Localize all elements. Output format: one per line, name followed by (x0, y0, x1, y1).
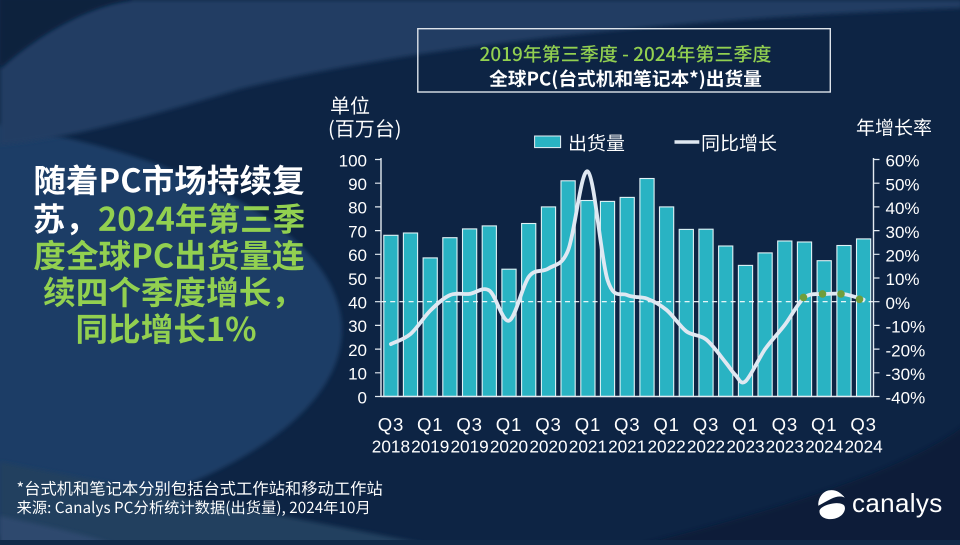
svg-text:2019: 2019 (450, 437, 488, 457)
svg-text:30: 30 (348, 317, 367, 336)
svg-text:20%: 20% (886, 247, 920, 266)
svg-text:canalys: canalys (852, 488, 943, 518)
svg-text:2018: 2018 (372, 437, 410, 457)
svg-text:2019: 2019 (411, 437, 449, 457)
svg-text:70: 70 (348, 222, 367, 241)
svg-text:2022: 2022 (687, 437, 725, 457)
svg-text:2024: 2024 (844, 437, 883, 457)
svg-text:2020: 2020 (529, 437, 567, 457)
svg-text:-10%: -10% (886, 318, 926, 337)
svg-text:Q1: Q1 (811, 414, 837, 435)
svg-text:Q3: Q3 (850, 414, 876, 435)
svg-text:-40%: -40% (886, 389, 926, 408)
svg-text:2021: 2021 (569, 437, 607, 457)
svg-text:40: 40 (348, 294, 367, 313)
svg-text:Q3: Q3 (614, 414, 640, 435)
svg-text:100: 100 (339, 151, 367, 170)
svg-text:30%: 30% (886, 223, 920, 242)
svg-text:-30%: -30% (886, 365, 926, 384)
svg-text:Q1: Q1 (496, 414, 522, 435)
svg-text:60%: 60% (886, 152, 920, 171)
svg-text:50%: 50% (886, 175, 920, 194)
svg-text:20: 20 (348, 341, 367, 360)
svg-text:Q3: Q3 (378, 414, 404, 435)
svg-text:Q3: Q3 (456, 414, 482, 435)
svg-text:2020: 2020 (490, 437, 528, 457)
svg-text:Q3: Q3 (693, 414, 719, 435)
svg-text:90: 90 (348, 175, 367, 194)
svg-text:0: 0 (358, 388, 367, 407)
svg-text:Q3: Q3 (535, 414, 561, 435)
svg-text:2023: 2023 (726, 437, 764, 457)
svg-text:50: 50 (348, 270, 367, 289)
svg-text:40%: 40% (886, 199, 920, 218)
svg-text:60: 60 (348, 246, 367, 265)
svg-text:10%: 10% (886, 270, 920, 289)
svg-text:2024: 2024 (805, 437, 844, 457)
svg-text:Q1: Q1 (653, 414, 679, 435)
svg-text:2022: 2022 (647, 437, 685, 457)
svg-text:Q1: Q1 (732, 414, 758, 435)
svg-text:2023: 2023 (766, 437, 804, 457)
svg-text:2021: 2021 (608, 437, 646, 457)
svg-text:80: 80 (348, 199, 367, 218)
svg-text:Q1: Q1 (417, 414, 443, 435)
svg-text:0%: 0% (886, 294, 911, 313)
svg-text:Q3: Q3 (772, 414, 798, 435)
svg-text:Q1: Q1 (575, 414, 601, 435)
svg-text:-20%: -20% (886, 341, 926, 360)
svg-text:10: 10 (348, 365, 367, 384)
